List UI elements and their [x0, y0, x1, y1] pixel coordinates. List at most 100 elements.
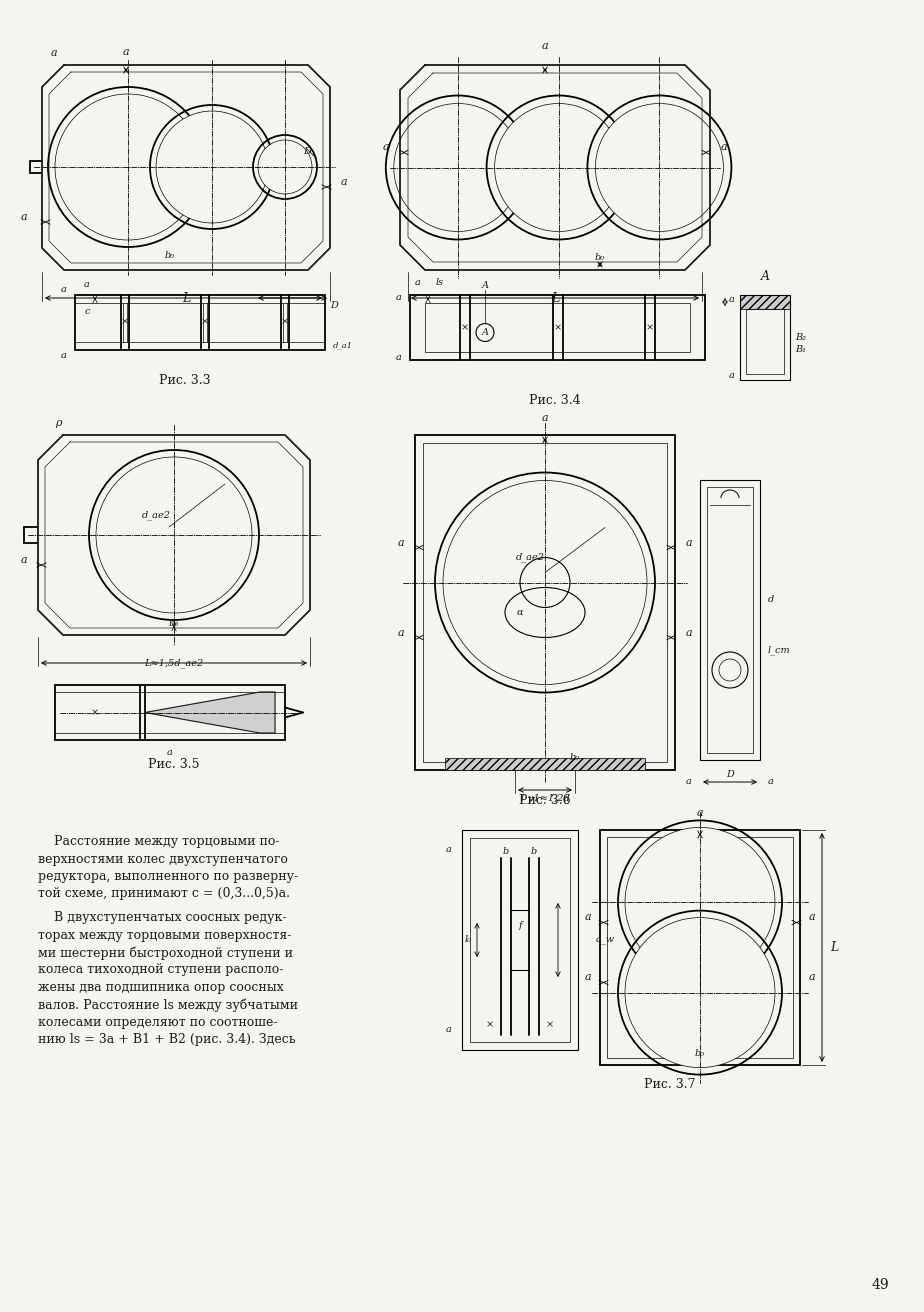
Text: a: a: [84, 279, 90, 289]
Text: a: a: [341, 177, 347, 188]
Text: a: a: [123, 47, 129, 56]
Text: той схеме, принимают c = (0,3...0,5)a.: той схеме, принимают c = (0,3...0,5)a.: [38, 887, 290, 900]
Bar: [607, 837, 793, 1057]
Text: колесами определяют по соотноше-: колесами определяют по соотноше-: [38, 1015, 277, 1029]
Text: ×: ×: [121, 318, 129, 327]
Text: Рис. 3.4: Рис. 3.4: [529, 394, 581, 407]
Text: b₀: b₀: [570, 753, 580, 762]
Bar: [75, 295, 325, 350]
Bar: [600, 830, 800, 1065]
Text: a: a: [20, 213, 28, 222]
Bar: [707, 487, 753, 753]
Text: редуктора, выполненного по разверну-: редуктора, выполненного по разверну-: [38, 870, 298, 883]
Text: a: a: [541, 41, 548, 51]
Bar: [55, 685, 285, 740]
Text: a: a: [729, 370, 735, 379]
Bar: [425, 303, 690, 352]
Text: a: a: [61, 286, 67, 294]
Text: A: A: [481, 281, 489, 290]
Text: L: L: [830, 941, 838, 954]
Text: a: a: [396, 294, 402, 303]
Circle shape: [258, 140, 312, 194]
Text: ×: ×: [486, 1021, 494, 1030]
Text: жены два подшипника опор соосных: жены два подшипника опор соосных: [38, 981, 284, 994]
Text: a: a: [686, 627, 692, 638]
Text: l₀: l₀: [465, 935, 472, 945]
Text: a: a: [585, 972, 591, 983]
Text: a: a: [396, 353, 402, 362]
Text: ρ: ρ: [55, 419, 61, 428]
Circle shape: [55, 94, 201, 240]
Text: ми шестерни быстроходной ступени и: ми шестерни быстроходной ступени и: [38, 946, 293, 959]
Text: A: A: [481, 328, 489, 337]
Bar: [462, 830, 578, 1050]
Polygon shape: [145, 691, 275, 733]
Circle shape: [96, 457, 252, 613]
Text: a: a: [585, 913, 591, 922]
Text: f: f: [518, 921, 522, 929]
Text: b₀: b₀: [595, 253, 605, 262]
Text: a: a: [20, 555, 28, 565]
Text: a: a: [446, 1026, 452, 1034]
Text: a: a: [768, 778, 774, 786]
Text: α: α: [517, 607, 523, 617]
Text: ×: ×: [281, 318, 289, 327]
Text: b: b: [503, 848, 509, 857]
Text: d_ae2: d_ae2: [141, 510, 171, 520]
Text: ×: ×: [91, 708, 99, 716]
Text: L: L: [551, 291, 559, 304]
Text: Рис. 3.6: Рис. 3.6: [519, 794, 571, 807]
Bar: [415, 436, 675, 770]
Text: D: D: [726, 770, 734, 779]
Text: c: c: [84, 307, 90, 316]
Text: колеса тихоходной ступени располо-: колеса тихоходной ступени располо-: [38, 963, 284, 976]
Text: a: a: [729, 295, 735, 304]
Text: d_a1: d_a1: [333, 341, 353, 349]
Circle shape: [156, 112, 268, 223]
Text: Расстояние между торцовыми по-: Расстояние между торцовыми по-: [38, 834, 279, 848]
Text: Рис. 3.7: Рис. 3.7: [644, 1078, 696, 1092]
Text: ls: ls: [436, 278, 444, 287]
Text: B₁: B₁: [795, 345, 806, 354]
Text: валов. Расстояние ls между зубчатыми: валов. Расстояние ls между зубчатыми: [38, 998, 298, 1012]
Text: a_w: a_w: [596, 935, 615, 945]
Text: a: a: [397, 627, 405, 638]
Text: d: d: [768, 596, 774, 605]
Text: a: a: [808, 913, 815, 922]
Text: a: a: [687, 778, 692, 786]
Text: a: a: [697, 808, 703, 817]
Text: верхностями колес двухступенчатого: верхностями колес двухступенчатого: [38, 853, 288, 866]
Text: a: a: [61, 350, 67, 359]
Text: l_v1≈1,2d: l_v1≈1,2d: [520, 792, 570, 803]
Circle shape: [494, 104, 623, 231]
Circle shape: [443, 480, 647, 685]
Bar: [740, 295, 790, 310]
Bar: [445, 758, 645, 770]
Text: Рис. 3.3: Рис. 3.3: [159, 374, 211, 387]
Text: B₂: B₂: [795, 333, 806, 342]
Text: D: D: [303, 147, 311, 156]
Text: a: a: [415, 278, 420, 287]
Text: a: a: [397, 538, 405, 547]
Text: 49: 49: [871, 1278, 889, 1292]
Text: ×: ×: [201, 318, 209, 327]
Text: d_ae2: d_ae2: [516, 552, 544, 563]
Text: b₀: b₀: [165, 251, 175, 260]
Text: L≈1,5d_ae2: L≈1,5d_ae2: [144, 659, 203, 668]
Text: В двухступенчатых соосных редук-: В двухступенчатых соосных редук-: [38, 911, 286, 924]
Bar: [700, 480, 760, 760]
Text: торах между торцовыми поверхностя-: торах между торцовыми поверхностя-: [38, 929, 291, 942]
Circle shape: [595, 104, 723, 231]
Text: b₀: b₀: [695, 1048, 705, 1057]
Bar: [470, 838, 570, 1042]
Circle shape: [394, 104, 522, 231]
Text: a: a: [446, 845, 452, 854]
Bar: [410, 295, 705, 359]
Bar: [740, 295, 790, 380]
Circle shape: [625, 917, 775, 1068]
Bar: [746, 310, 784, 374]
Text: ×: ×: [646, 323, 654, 332]
Text: ×: ×: [546, 1021, 554, 1030]
Text: a: a: [51, 49, 57, 58]
Text: A: A: [760, 270, 770, 283]
